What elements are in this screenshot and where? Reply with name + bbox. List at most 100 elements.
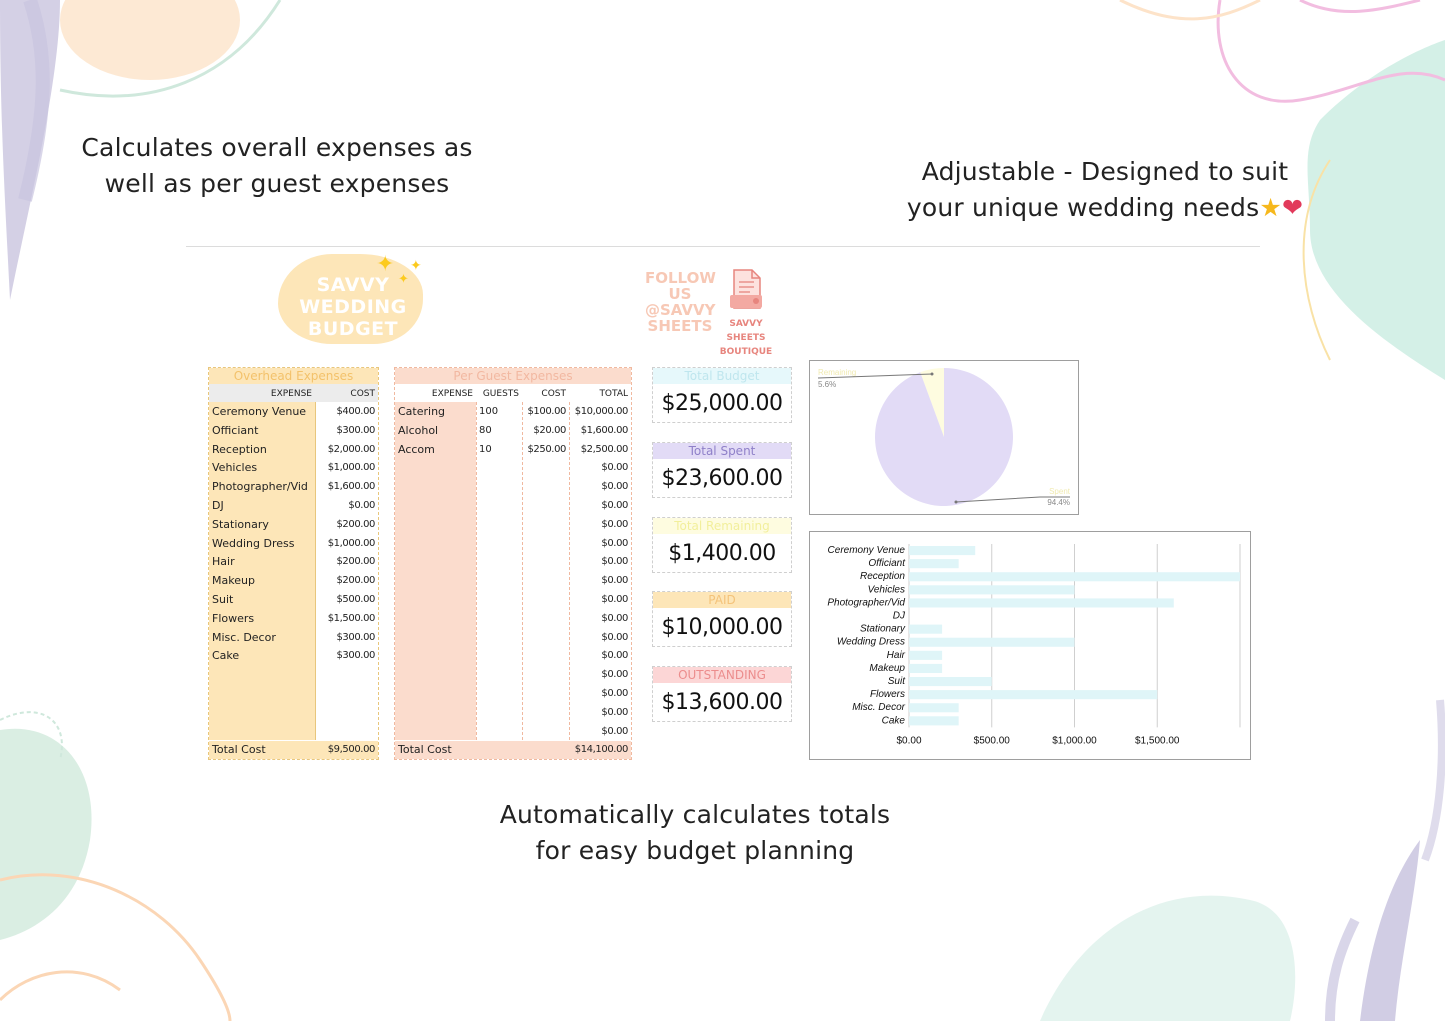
bar-category-label: Makeup [869,663,905,674]
follow-line2: US [668,285,692,303]
pie-chart-frame: Remaining 5.6% Spent 94.4% [809,360,1079,515]
follow-line4: SHEETS [647,317,713,335]
overhead-bar-chart: Ceremony Venue Officiant Reception Vehicles… [827,544,1241,746]
bar [909,637,1075,647]
summary-value: $25,000.00 [661,391,783,416]
per-guest-total-label: Total Cost [398,743,452,756]
expense-name [395,458,476,477]
bar-category-label: Reception [860,571,905,582]
per-guest-cost [522,571,569,590]
table-row: Reception $2,000.00 [209,440,378,459]
per-guest-cost [522,665,569,684]
pie-slice-remaining [920,368,944,437]
line-total: $0.00 [601,462,628,474]
per-guest-cost [522,684,569,703]
expense-name: Ceremony Venue [212,405,307,418]
boutique-line1: SAVVY SHEETS [726,319,766,343]
per-guest-cost [522,609,569,628]
expense-cost: $300.00 [336,424,375,436]
expense-name: Stationary [212,517,269,531]
expense-name: Officiant [212,423,259,437]
expense-name: Cake [212,649,240,663]
logo-line2: WEDDING [299,296,407,318]
bar [909,598,1174,608]
table-row: $0.00 [395,477,631,496]
follow-line3: @SAVVY [645,301,716,319]
summary-total-budget: Total Budget $25,000.00 [652,367,792,423]
summary-outstanding: OUTSTANDING $13,600.00 [652,666,792,722]
per-guest-cost [522,534,569,553]
table-row: Cake $300.00 [209,646,378,665]
overhead-total-row: Total Cost $9,500.00 [209,741,378,759]
expense-name [395,703,476,722]
per-guest-expense-column [395,402,476,740]
per-guest-cost [522,590,569,609]
expense-name: Accom [398,442,435,456]
caption-expenses: Calculates overall expenses as well as p… [62,130,492,202]
expense-name [395,496,476,515]
table-row: Officiant $300.00 [209,421,378,440]
expense-name: Catering [398,405,446,418]
pie-slice-spent [875,368,1013,506]
table-row: Photographer/Vid $1,600.00 [209,477,378,496]
table-row: $0.00 [395,552,631,571]
bar [909,546,976,556]
summary-label: OUTSTANDING [653,667,791,683]
per-guest-cost [522,496,569,515]
expense-name [395,684,476,703]
per-guest-cost [522,477,569,496]
per-guest-col-guests: GUESTS [482,389,519,399]
line-total: $0.00 [601,669,628,681]
overhead-header-row: EXPENSE COST [209,384,378,402]
bar-category-label: Photographer/Vid [827,597,905,608]
table-row: Suit $500.00 [209,590,378,609]
per-guest-cost [522,552,569,571]
overhead-rows: Ceremony Venue $400.00 Officiant $300.00 Rec… [209,402,378,665]
per-guest-cost [522,515,569,534]
logo-text: SAVVY WEDDING BUDGET [278,274,428,340]
overhead-title: Overhead Expenses [209,368,378,384]
summary-value: $1,400.00 [668,541,776,566]
pie-pct-spent: 94.4% [1047,498,1070,507]
bar [909,716,959,726]
bar-category-label: Wedding Dress [837,637,905,648]
per-guest-rows: Catering 100 $100.00 $10,000.00 Alcohol 80 $20… [395,402,631,740]
expense-name [395,571,476,590]
per-guest-cost [522,458,569,477]
summary-total-remaining: Total Remaining $1,400.00 [652,517,792,573]
guest-count [476,477,522,496]
guest-count [476,628,522,647]
expense-cost: $200.00 [336,518,375,530]
line-total: $0.00 [601,631,628,643]
guest-count: 10 [479,443,492,455]
table-row: Makeup $200.00 [209,571,378,590]
guest-count: 100 [479,406,499,417]
caption-right-line2: your unique wedding needs [906,193,1260,222]
overhead-expenses-table: Overhead Expenses EXPENSE COST Ceremony … [208,367,379,760]
sparkle-icon: ✦ [410,258,422,274]
guest-count: 80 [479,424,492,436]
pie-label-remaining: Remaining [818,368,856,377]
overhead-column-divider [315,402,316,740]
summary-label: Total Budget [653,368,791,384]
table-row: Catering 100 $100.00 $10,000.00 [395,402,631,421]
bar-category-label: Hair [887,650,906,661]
bar [909,572,1240,582]
expense-name [395,534,476,553]
bar-category-label: Ceremony Venue [828,545,906,556]
line-total: $0.00 [601,650,628,662]
expense-name [395,590,476,609]
bar-category-label: Suit [888,676,906,687]
expense-name: Vehicles [212,461,258,475]
boutique-line2: BOUTIQUE [719,347,773,357]
guest-count [476,534,522,553]
per-guest-column-divider [569,402,570,740]
per-guest-cost: $100.00 [527,406,566,417]
expense-name: Suit [212,592,234,606]
table-row: Vehicles $1,000.00 [209,458,378,477]
guest-count [476,703,522,722]
summary-total-spent: Total Spent $23,600.00 [652,442,792,498]
heart-icon: ❤ [1281,193,1304,222]
caption-left-line2: well as per guest expenses [104,169,450,198]
overhead-total-value: $9,500.00 [327,744,376,755]
